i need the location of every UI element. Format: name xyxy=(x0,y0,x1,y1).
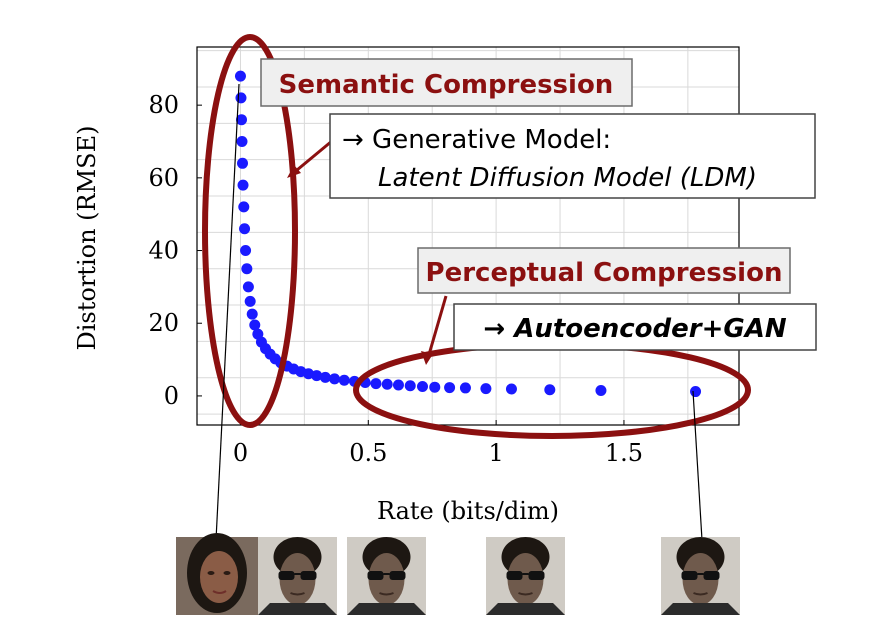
data-point xyxy=(319,371,331,383)
data-point xyxy=(370,378,382,390)
data-point xyxy=(459,382,471,394)
data-point xyxy=(404,380,416,392)
perceptual-label: Perceptual Compression xyxy=(426,258,783,288)
face-thumbnails xyxy=(176,533,740,615)
data-point xyxy=(329,373,341,385)
data-point xyxy=(237,157,249,169)
data-point xyxy=(690,386,702,398)
data-point xyxy=(240,245,252,257)
x-tick-label: 0 xyxy=(233,439,248,467)
y-tick-label: 80 xyxy=(148,91,179,119)
data-point xyxy=(381,378,393,390)
data-point xyxy=(236,136,248,147)
data-points xyxy=(234,70,702,398)
data-point xyxy=(338,374,350,386)
x-axis-ticks: 0 0.5 1 1.5 xyxy=(233,420,643,467)
semantic-label: Semantic Compression xyxy=(279,70,614,100)
data-point xyxy=(595,384,607,396)
face-man-image-3 xyxy=(486,537,565,615)
data-point xyxy=(239,223,251,235)
data-point xyxy=(311,370,323,382)
generative-arrow-head xyxy=(287,165,301,178)
generative-label-line2: Latent Diffusion Model (LDM) xyxy=(378,163,757,193)
data-point xyxy=(302,368,314,380)
generative-label-line1: → Generative Model: xyxy=(342,125,611,155)
y-tick-label: 40 xyxy=(148,237,179,265)
perceptual-arrow-head xyxy=(421,351,433,365)
face-woman-image xyxy=(176,533,258,615)
y-axis-label: Distortion (RMSE) xyxy=(73,126,101,351)
generative-arrow-line xyxy=(290,139,333,177)
data-point xyxy=(238,201,250,213)
perceptual-arrow-line xyxy=(426,295,448,359)
data-point xyxy=(234,70,246,82)
autoencoder-label-box xyxy=(453,303,817,351)
x-tick-label: 0.5 xyxy=(349,439,387,467)
data-point xyxy=(480,383,492,395)
semantic-ellipse xyxy=(202,34,298,428)
semantic-label-box xyxy=(260,58,633,107)
data-point xyxy=(505,383,517,395)
y-tick-label: 60 xyxy=(148,164,179,192)
x-tick-label: 1.5 xyxy=(605,439,643,467)
y-axis-ticks: 0 20 40 60 80 xyxy=(148,91,202,410)
data-point xyxy=(444,382,456,394)
data-point xyxy=(392,379,404,391)
face-man-image-4 xyxy=(661,537,740,615)
data-point xyxy=(429,381,441,393)
data-point xyxy=(235,92,247,104)
face-man-image-2 xyxy=(347,537,426,615)
face-man-image-1 xyxy=(258,537,337,615)
autoencoder-label: → Autoencoder+GAN xyxy=(483,314,786,344)
y-tick-label: 20 xyxy=(148,309,179,337)
data-point xyxy=(416,380,428,392)
plot-frame xyxy=(196,46,740,426)
data-point xyxy=(242,281,254,293)
connector-line-last xyxy=(692,390,703,541)
data-point xyxy=(246,308,258,320)
connector-line-first xyxy=(215,83,240,541)
x-axis-label: Rate (bits/dim) xyxy=(377,497,559,525)
data-point xyxy=(237,179,249,191)
perceptual-label-box xyxy=(417,247,791,294)
y-tick-label: 0 xyxy=(164,382,179,410)
data-point xyxy=(235,114,247,126)
data-point xyxy=(244,295,256,307)
data-point xyxy=(544,384,556,396)
x-tick-label: 1 xyxy=(488,439,503,467)
data-point xyxy=(241,263,253,275)
generative-label-box xyxy=(329,113,816,199)
data-point xyxy=(249,319,261,331)
